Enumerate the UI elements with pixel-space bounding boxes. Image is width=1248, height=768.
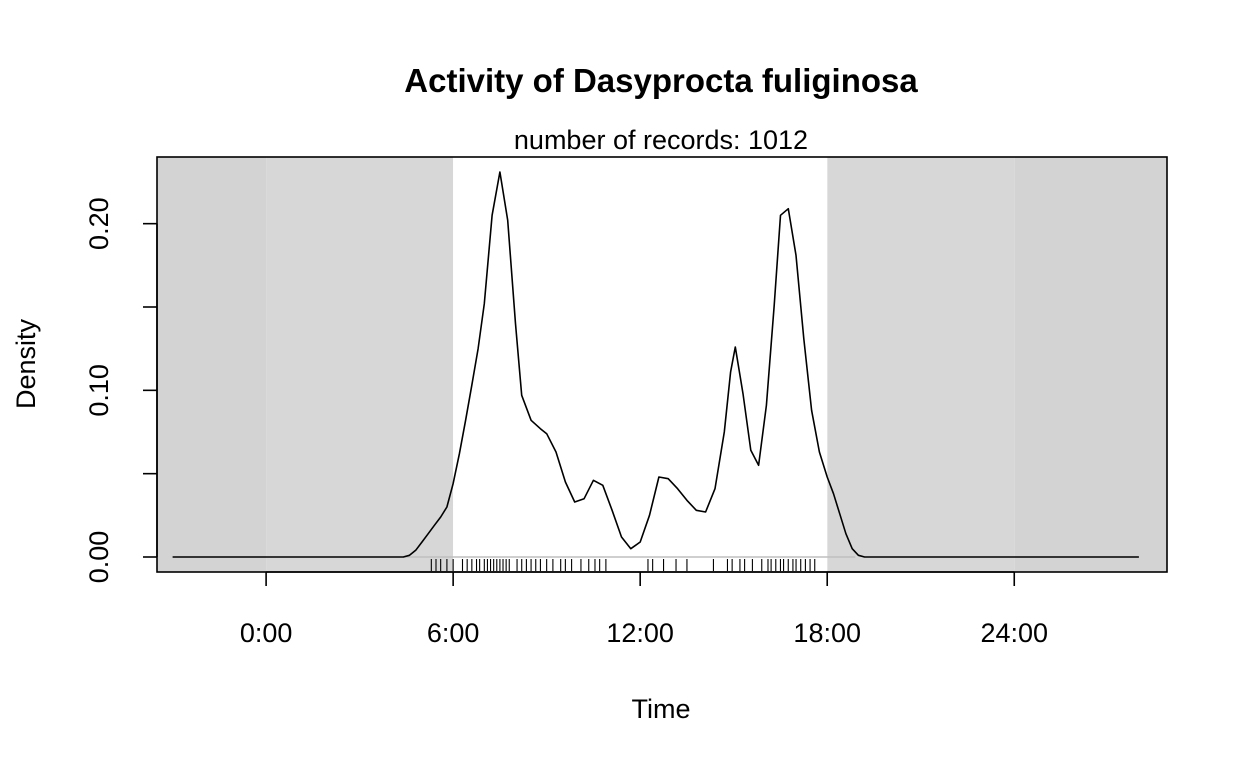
density-curve [172, 171, 1139, 558]
day-night-shading [157, 157, 1167, 572]
daylight-band [453, 157, 828, 572]
y-axis-label: Density [11, 318, 41, 409]
outer-night-band-0 [157, 157, 267, 572]
x-tick-label: 18:00 [793, 618, 861, 648]
y-tick-label: 0.20 [84, 197, 114, 250]
outer-night-band-1 [1014, 157, 1167, 572]
chart-title: Activity of Dasyprocta fuliginosa [404, 62, 918, 99]
y-tick-label: 0.00 [84, 531, 114, 584]
chart-subtitle: number of records: 1012 [514, 125, 808, 155]
rug-ticks [430, 559, 816, 571]
night-band-1 [827, 157, 1015, 572]
y-tick-label: 0.10 [84, 364, 114, 417]
x-tick-label: 24:00 [980, 618, 1048, 648]
x-tick-label: 12:00 [606, 618, 674, 648]
x-tick-label: 6:00 [427, 618, 480, 648]
x-axis-label: Time [632, 694, 691, 724]
x-tick-label: 0:00 [240, 618, 293, 648]
x-axis: 0:00 6:00 12:00 18:00 24:00 [240, 571, 1048, 648]
night-band-0 [266, 157, 454, 572]
y-axis: 0.00 0.10 0.20 [84, 197, 158, 584]
